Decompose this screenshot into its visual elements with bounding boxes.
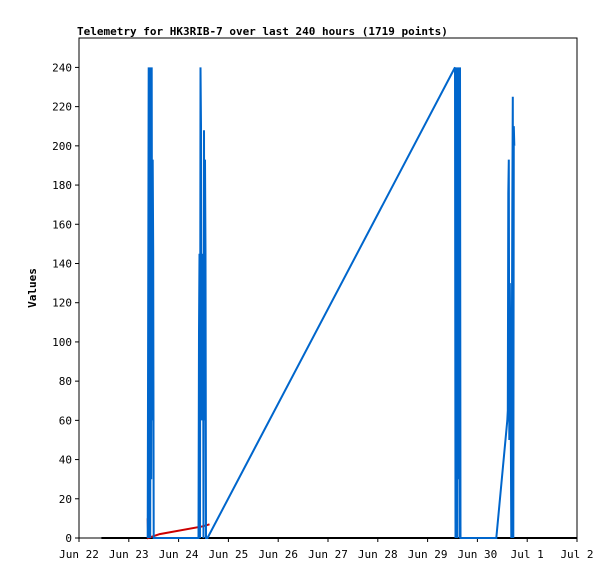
y-tick-label: 220 <box>52 101 72 114</box>
data-series <box>101 66 577 540</box>
x-tick-label: Jun 29 <box>408 548 448 561</box>
x-tick-label: Jun 23 <box>109 548 149 561</box>
x-tick-label: Jun 27 <box>308 548 348 561</box>
y-axis-ticks: 0 20 40 60 80 100 120 140 160 180 200 220 240 <box>52 61 79 545</box>
y-tick-label: 200 <box>52 140 72 153</box>
x-tick-label: Jul 1 <box>511 548 544 561</box>
y-tick-label: 140 <box>52 257 72 270</box>
y-tick-label: 80 <box>59 375 72 388</box>
y-tick-label: 60 <box>59 414 72 427</box>
y-tick-label: 160 <box>52 218 72 231</box>
y-tick-label: 40 <box>59 454 72 467</box>
y-tick-label: 100 <box>52 336 72 349</box>
y-tick-label: 240 <box>52 61 72 74</box>
y-tick-label: 20 <box>59 493 72 506</box>
x-tick-label: Jun 28 <box>358 548 398 561</box>
series-line <box>146 66 516 539</box>
x-tick-label: Jun 25 <box>209 548 249 561</box>
y-tick-label: 120 <box>52 297 72 310</box>
plot-frame <box>78 37 578 539</box>
chart-title: Telemetry for HK3RIB-7 over last 240 hou… <box>77 25 448 38</box>
x-tick-label: Jun 26 <box>258 548 298 561</box>
y-tick-label: 180 <box>52 179 72 192</box>
x-tick-label: Jun 30 <box>458 548 498 561</box>
x-tick-label: Jun 22 <box>59 548 99 561</box>
y-tick-label: 0 <box>65 532 72 545</box>
x-tick-label: Jun 24 <box>159 548 199 561</box>
x-axis-ticks: Jun 22 Jun 23 Jun 24 Jun 25 Jun 26 Jun 27 Jun … <box>59 538 594 561</box>
x-tick-label: Jul 2 <box>560 548 593 561</box>
y-axis-label: Values <box>26 268 39 308</box>
